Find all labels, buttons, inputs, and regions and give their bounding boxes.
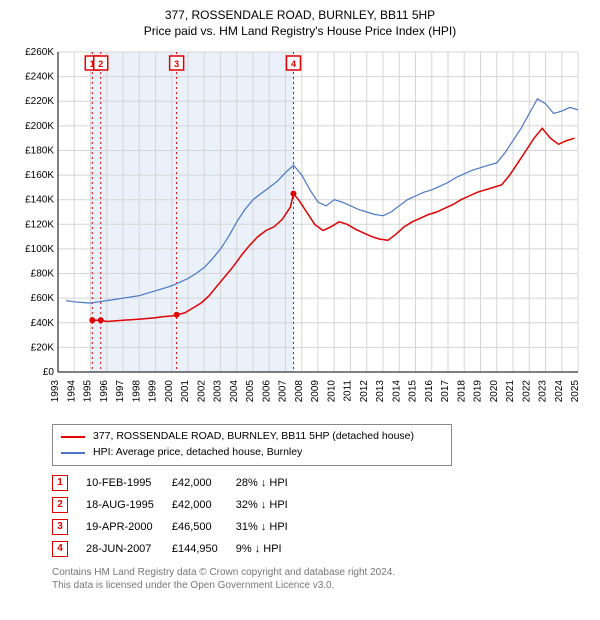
chart-title: 377, ROSSENDALE ROAD, BURNLEY, BB11 5HP (12, 8, 588, 22)
legend-label: 377, ROSSENDALE ROAD, BURNLEY, BB11 5HP … (93, 429, 414, 445)
svg-text:£120K: £120K (25, 219, 54, 230)
svg-text:1993: 1993 (50, 380, 61, 403)
sale-price: £144,950 (172, 538, 236, 560)
footer-line: This data is licensed under the Open Gov… (52, 579, 588, 592)
svg-text:2015: 2015 (408, 380, 419, 403)
sale-date: 28-JUN-2007 (86, 538, 172, 560)
svg-text:3: 3 (174, 59, 179, 69)
svg-text:2001: 2001 (180, 380, 191, 403)
sale-price: £42,000 (172, 494, 236, 516)
sale-delta: 9% ↓ HPI (236, 538, 306, 560)
svg-text:1998: 1998 (131, 380, 142, 403)
svg-text:2021: 2021 (505, 380, 516, 403)
svg-text:2002: 2002 (196, 380, 207, 403)
svg-text:2012: 2012 (359, 380, 370, 403)
svg-text:4: 4 (291, 59, 296, 69)
table-row: 1 10-FEB-1995£42,00028% ↓ HPI (52, 472, 306, 494)
legend-swatch (61, 452, 85, 454)
svg-text:£240K: £240K (25, 72, 54, 83)
chart-area: £0 £20K £40K £60K £80K £100K £120K £140K £160K £1… (12, 46, 588, 416)
svg-text:£220K: £220K (25, 96, 54, 107)
sale-delta: 31% ↓ HPI (236, 516, 306, 538)
footer: Contains HM Land Registry data © Crown c… (52, 566, 588, 592)
svg-text:£100K: £100K (25, 244, 54, 255)
sale-marker-icon: 4 (52, 541, 68, 557)
svg-text:2019: 2019 (473, 380, 484, 403)
svg-text:£260K: £260K (25, 47, 54, 58)
svg-text:1997: 1997 (115, 380, 126, 403)
sale-price: £42,000 (172, 472, 236, 494)
svg-text:2000: 2000 (164, 380, 175, 403)
svg-text:2006: 2006 (261, 380, 272, 403)
legend-swatch (61, 436, 85, 438)
svg-text:2018: 2018 (456, 380, 467, 403)
svg-text:£140K: £140K (25, 195, 54, 206)
svg-text:£40K: £40K (31, 318, 55, 329)
svg-text:2007: 2007 (278, 380, 289, 403)
svg-text:2010: 2010 (326, 380, 337, 403)
legend-item: 377, ROSSENDALE ROAD, BURNLEY, BB11 5HP … (61, 429, 443, 445)
svg-text:2017: 2017 (440, 380, 451, 403)
svg-text:2020: 2020 (489, 380, 500, 403)
sale-price: £46,500 (172, 516, 236, 538)
svg-text:2008: 2008 (294, 380, 305, 403)
svg-text:2009: 2009 (310, 380, 321, 403)
svg-text:2005: 2005 (245, 380, 256, 403)
svg-text:1995: 1995 (83, 380, 94, 403)
table-row: 3 19-APR-2000£46,50031% ↓ HPI (52, 516, 306, 538)
svg-text:2023: 2023 (538, 380, 549, 403)
sales-table: 1 10-FEB-1995£42,00028% ↓ HPI 2 18-AUG-1995… (52, 472, 306, 560)
svg-text:1994: 1994 (66, 380, 77, 403)
svg-text:2004: 2004 (229, 380, 240, 403)
sale-delta: 28% ↓ HPI (236, 472, 306, 494)
svg-text:2022: 2022 (521, 380, 532, 403)
svg-text:1999: 1999 (148, 380, 159, 403)
sale-date: 19-APR-2000 (86, 516, 172, 538)
table-row: 4 28-JUN-2007£144,9509% ↓ HPI (52, 538, 306, 560)
table-row: 2 18-AUG-1995£42,00032% ↓ HPI (52, 494, 306, 516)
sale-date: 10-FEB-1995 (86, 472, 172, 494)
svg-text:2025: 2025 (570, 380, 581, 403)
footer-line: Contains HM Land Registry data © Crown c… (52, 566, 588, 579)
svg-text:£160K: £160K (25, 170, 54, 181)
sale-marker-icon: 3 (52, 519, 68, 535)
sale-marker-icon: 2 (52, 497, 68, 513)
svg-text:2013: 2013 (375, 380, 386, 403)
legend: 377, ROSSENDALE ROAD, BURNLEY, BB11 5HP … (52, 424, 452, 466)
svg-text:2016: 2016 (424, 380, 435, 403)
sale-marker-icon: 1 (52, 475, 68, 491)
svg-text:£80K: £80K (31, 269, 55, 280)
svg-text:£180K: £180K (25, 145, 54, 156)
svg-text:£0: £0 (43, 367, 55, 378)
sale-delta: 32% ↓ HPI (236, 494, 306, 516)
svg-text:£20K: £20K (31, 342, 55, 353)
svg-text:£60K: £60K (31, 293, 55, 304)
svg-text:2: 2 (98, 59, 103, 69)
svg-text:2011: 2011 (343, 380, 354, 402)
chart-subtitle: Price paid vs. HM Land Registry's House … (12, 24, 588, 38)
svg-text:1996: 1996 (99, 380, 110, 403)
svg-text:2024: 2024 (554, 380, 565, 403)
svg-text:2003: 2003 (213, 380, 224, 403)
svg-text:2014: 2014 (391, 380, 402, 403)
legend-item: HPI: Average price, detached house, Burn… (61, 445, 443, 461)
chart-svg: £0 £20K £40K £60K £80K £100K £120K £140K £160K £1… (12, 46, 588, 416)
svg-text:£200K: £200K (25, 121, 54, 132)
legend-label: HPI: Average price, detached house, Burn… (93, 445, 302, 461)
sale-date: 18-AUG-1995 (86, 494, 172, 516)
